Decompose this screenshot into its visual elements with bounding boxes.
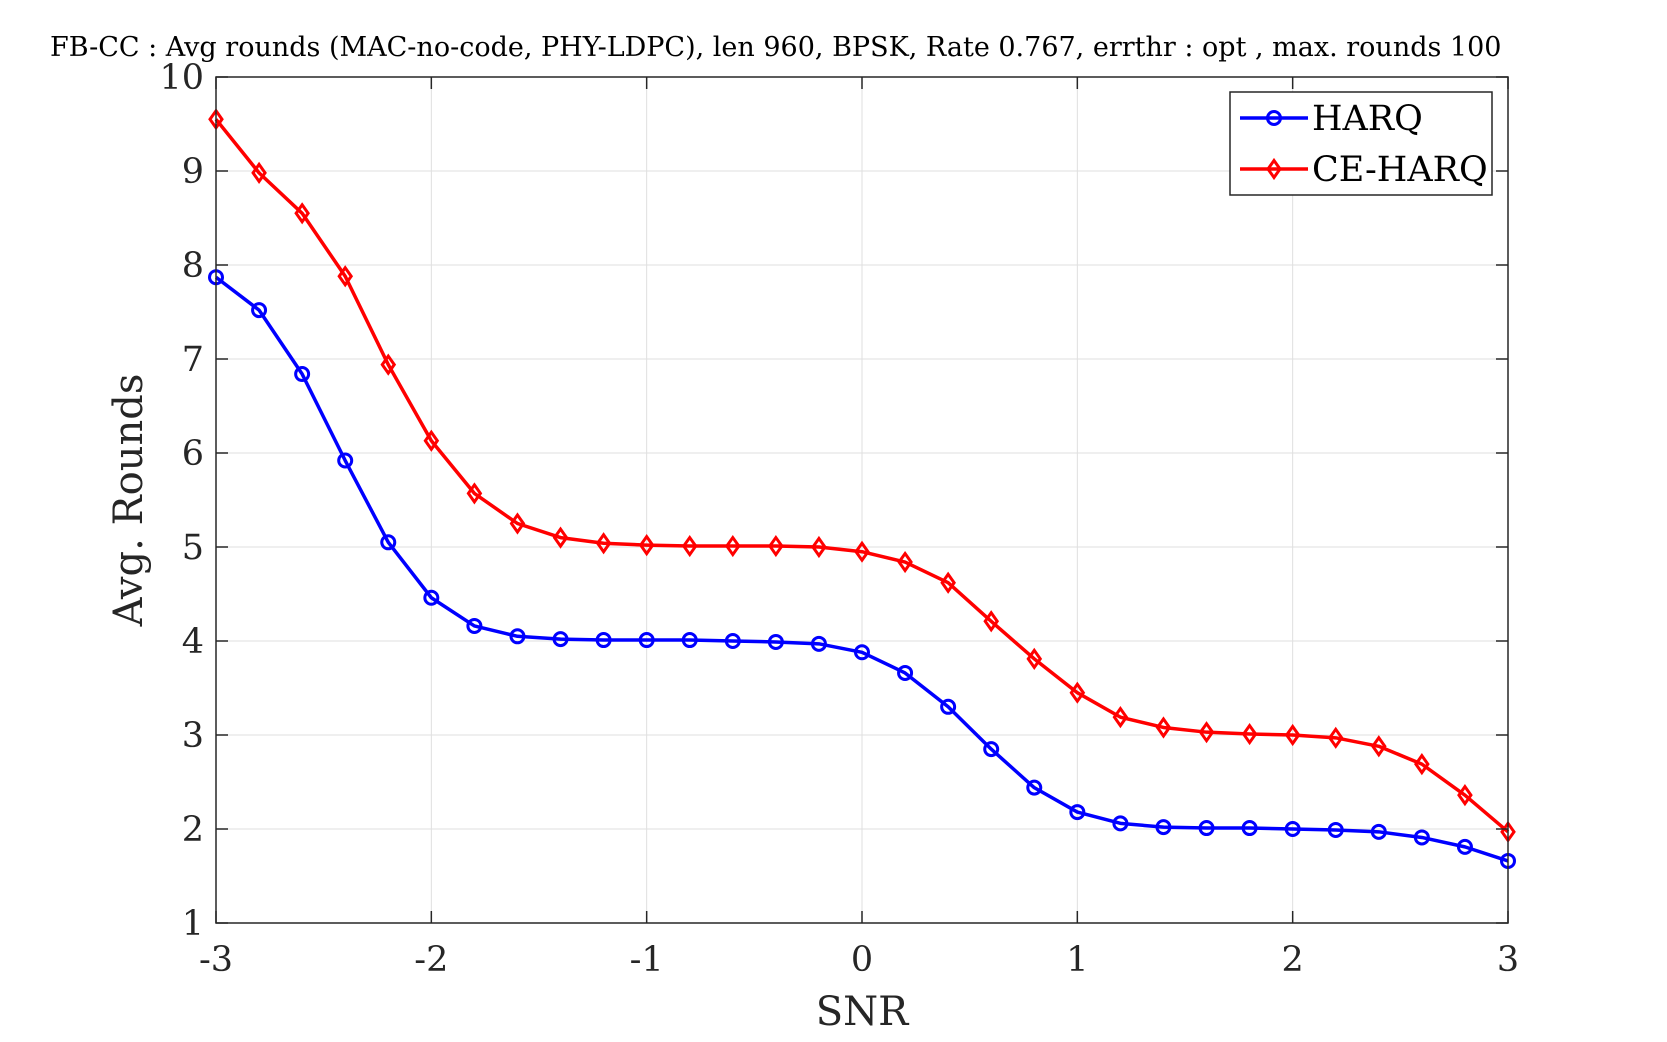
y-tick-label-3: 4 — [182, 622, 204, 662]
point-harq-3 — [337, 452, 354, 469]
point-harq-4 — [380, 534, 397, 551]
point-ce-harq-22 — [1155, 716, 1172, 739]
point-harq-5 — [423, 589, 440, 606]
point-ce-harq-8 — [552, 526, 569, 549]
x-tick-label-4: 1 — [1066, 940, 1088, 980]
point-harq-13 — [767, 633, 784, 650]
point-ce-harq-13 — [768, 534, 784, 558]
point-harq-27 — [1370, 823, 1387, 840]
point-ce-harq-2 — [294, 202, 310, 225]
point-ce-harq-5 — [423, 429, 440, 452]
point-ce-harq-26 — [1327, 726, 1344, 749]
legend: HARQ CE-HARQ — [1229, 91, 1493, 196]
point-harq-10 — [638, 632, 655, 649]
point-ce-harq-18 — [983, 610, 1000, 633]
point-ce-harq-14 — [811, 535, 827, 559]
legend-marker-ce-harq — [1266, 157, 1282, 181]
point-harq-8 — [552, 631, 569, 648]
y-tick-label-9: 10 — [159, 58, 204, 98]
y-tick-label-6: 7 — [182, 340, 204, 380]
point-harq-14 — [810, 635, 827, 652]
x-tick-label-1: -2 — [414, 940, 448, 980]
point-ce-harq-6 — [466, 482, 483, 505]
y-tick-label-7: 8 — [182, 246, 204, 286]
x-tick-label-0: -3 — [199, 940, 233, 980]
point-harq-20 — [1069, 804, 1086, 821]
y-tick-label-4: 5 — [182, 528, 204, 568]
y-tick-label-2: 3 — [182, 716, 204, 756]
x-axis-label: SNR — [816, 989, 910, 1035]
point-harq-22 — [1155, 819, 1172, 836]
point-harq-26 — [1327, 821, 1344, 838]
x-tick-label-6: 3 — [1497, 940, 1519, 980]
point-harq-24 — [1241, 820, 1258, 837]
point-harq-19 — [1026, 779, 1043, 796]
legend-label-ce-harq: CE-HARQ — [1312, 150, 1488, 190]
point-ce-harq-10 — [638, 534, 655, 557]
point-ce-harq-9 — [595, 532, 612, 555]
point-harq-21 — [1112, 815, 1129, 832]
series-layer — [208, 108, 1516, 869]
point-harq-29 — [1456, 838, 1473, 855]
point-harq-17 — [940, 698, 957, 715]
y-tick-label-5: 6 — [182, 434, 204, 474]
point-harq-11 — [681, 632, 698, 649]
x-tick-label-5: 2 — [1282, 940, 1304, 980]
point-ce-harq-3 — [337, 265, 354, 288]
ticks: -3 -2 -1 0 1 2 3 1 2 3 4 5 6 7 8 9 10 — [159, 58, 1519, 980]
point-harq-12 — [724, 633, 741, 649]
point-harq-2 — [294, 366, 311, 383]
y-tick-label-1: 2 — [182, 810, 204, 850]
point-ce-harq-11 — [681, 534, 698, 558]
legend-label-harq: HARQ — [1312, 99, 1423, 139]
point-harq-16 — [897, 664, 914, 681]
point-harq-7 — [509, 628, 526, 645]
point-ce-harq-12 — [724, 534, 741, 558]
point-ce-harq-23 — [1198, 721, 1215, 744]
point-ce-harq-20 — [1069, 681, 1086, 704]
series-line-harq — [214, 275, 1509, 863]
point-ce-harq-1 — [251, 161, 267, 184]
point-harq-25 — [1284, 821, 1301, 837]
point-harq-18 — [983, 741, 1000, 758]
point-ce-harq-19 — [1026, 647, 1043, 670]
point-ce-harq-27 — [1370, 735, 1387, 758]
chart-title: FB-CC : Avg rounds (MAC-no-code, PHY-LDP… — [50, 32, 1501, 63]
y-tick-label-8: 9 — [182, 152, 204, 192]
point-ce-harq-15 — [854, 540, 870, 563]
y-axis-label: Avg. Rounds — [106, 374, 152, 628]
point-harq-6 — [466, 617, 483, 634]
point-harq-9 — [595, 632, 612, 649]
point-ce-harq-28 — [1414, 753, 1430, 776]
point-ce-harq-4 — [380, 353, 397, 376]
point-ce-harq-29 — [1457, 784, 1473, 807]
point-ce-harq-16 — [897, 550, 913, 574]
series-harq — [208, 269, 1516, 869]
point-harq-23 — [1198, 820, 1215, 837]
y-tick-label-0: 1 — [182, 904, 204, 944]
series-ce-harq — [208, 108, 1516, 843]
point-harq-15 — [854, 644, 870, 661]
point-harq-1 — [251, 302, 268, 319]
x-tick-label-3: 0 — [851, 940, 873, 980]
point-ce-harq-7 — [509, 512, 526, 535]
point-ce-harq-17 — [940, 571, 956, 594]
x-tick-label-2: -1 — [630, 940, 664, 980]
point-harq-28 — [1413, 829, 1430, 846]
point-ce-harq-24 — [1241, 722, 1258, 746]
legend-marker-harq — [1266, 110, 1282, 126]
point-ce-harq-21 — [1112, 706, 1129, 729]
point-ce-harq-25 — [1284, 723, 1301, 747]
series-line-ce-harq — [214, 118, 1510, 834]
